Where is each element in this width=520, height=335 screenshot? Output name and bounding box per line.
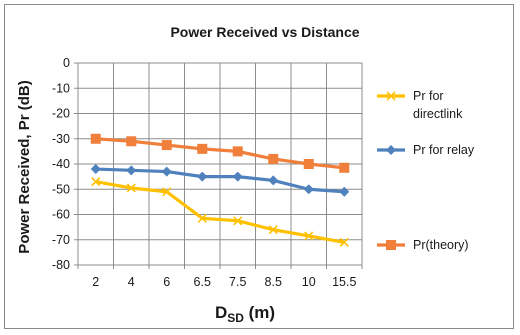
data-point-series-1 [268,225,278,235]
data-point-series-2 [232,171,243,182]
data-point-series-3 [161,140,172,151]
data-point-series-1 [126,183,136,193]
x-tick-labels: 2 4 6 6.5 7.5 8.5 10 15.5 [92,275,356,289]
chart-frame [4,4,514,329]
data-point-series-2 [126,165,137,176]
data-point-series-1 [304,231,314,241]
data-point-series-1 [233,216,243,226]
data-point-series-2 [303,184,314,195]
y-tick-label: -60 [52,208,70,222]
y-tick-label: -50 [52,182,70,196]
x-axis-label-unit: (m) [244,303,275,322]
axes [74,62,363,269]
x-axis-label-main: D [215,303,227,322]
data-point-series-1 [197,213,207,223]
chart-title: Power Received vs Distance [170,24,359,40]
x-tick-label: 15.5 [332,275,356,289]
series-line-3 [95,137,345,170]
y-tick-label: -40 [52,157,70,171]
x-tick-label: 2 [92,275,99,289]
y-tick-label: -70 [52,233,70,247]
legend-marker-2 [386,145,396,155]
data-point-series-3 [126,136,137,147]
series-line-2 [95,167,345,194]
data-point-series-1 [339,237,349,247]
data-point-series-1 [91,177,101,187]
data-point-series-2 [339,186,350,197]
legend-label-2: Pr for relay [413,143,475,157]
data-point-series-3 [339,162,350,173]
legend-label-1: Pr for directlink [413,89,463,121]
x-tick-label: 6 [163,275,170,289]
data-point-series-2 [268,175,279,186]
data-point-series-2 [90,164,101,175]
y-tick-label: -80 [52,258,70,272]
x-tick-label: 8.5 [265,275,282,289]
y-tick-labels: 0 -10 -20 -30 -40 -50 -60 -70 -80 [52,56,70,272]
data-point-series-3 [90,133,101,144]
data-point-series-2 [197,171,208,182]
x-axis-label-subscript: SD [227,311,244,325]
data-point-series-3 [232,146,243,157]
y-tick-label: -20 [52,107,70,121]
legend: Pr for directlink Pr for relay Pr(theory) [377,89,475,252]
x-tick-label: 4 [128,275,135,289]
legend-marker-1 [386,91,396,101]
x-tick-label: 6.5 [194,275,211,289]
y-tick-label: -10 [52,81,70,95]
data-point-series-2 [161,166,172,177]
x-tick-label: 7.5 [229,275,246,289]
legend-marker-3 [386,240,396,250]
data-point-series-3 [303,159,314,169]
x-tick-label: 10 [302,275,316,289]
x-axis-label: DSD (m) [215,303,275,325]
y-axis-label: Power Received, Pr (dB) [16,80,33,253]
y-tick-label: -30 [52,132,70,146]
series-group [90,133,350,247]
y-tick-label: 0 [63,56,70,70]
series-line-1 [95,180,345,244]
data-point-series-3 [197,143,208,154]
legend-label-3: Pr(theory) [413,238,469,252]
data-point-series-1 [162,187,172,197]
data-point-series-3 [268,153,279,164]
